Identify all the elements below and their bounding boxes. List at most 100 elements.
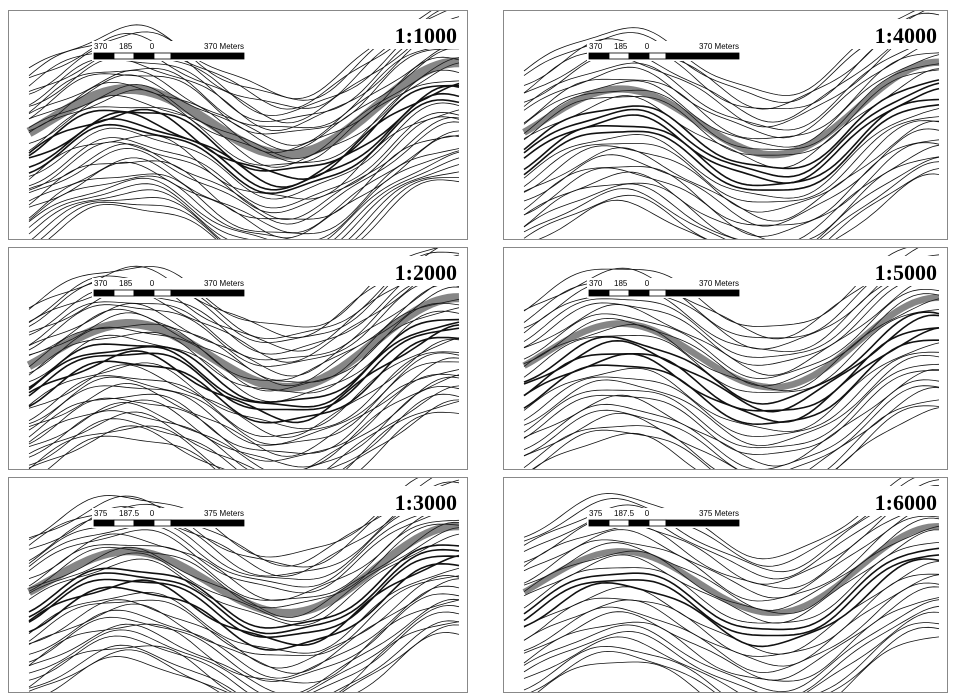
scalebar-segment bbox=[588, 519, 610, 527]
contour-line bbox=[523, 529, 940, 624]
contour-line bbox=[523, 558, 940, 648]
contour-line bbox=[523, 108, 940, 199]
contour-line bbox=[523, 515, 940, 602]
dense-contours bbox=[26, 57, 460, 160]
contour-line bbox=[523, 370, 939, 455]
contour-line bbox=[523, 311, 940, 405]
scalebar-label: 370 Meters bbox=[699, 279, 739, 288]
scale-bg bbox=[369, 256, 461, 286]
scalebar-segment bbox=[93, 289, 115, 297]
scalebar-segment bbox=[113, 52, 135, 60]
map-scale: 1:1000 bbox=[395, 23, 457, 48]
contour-line bbox=[28, 327, 460, 411]
scale-bg bbox=[849, 486, 941, 516]
contour-line bbox=[48, 179, 460, 239]
contour-line bbox=[523, 342, 940, 432]
map-panel: 370 185 0 370 Meters 1:1000 bbox=[8, 10, 468, 240]
contour-line bbox=[28, 548, 460, 635]
contour-line bbox=[523, 156, 940, 239]
contour-line bbox=[28, 84, 459, 172]
scalebar-label: 375 Meters bbox=[699, 509, 739, 518]
scalebar-segment bbox=[170, 289, 245, 297]
contour-line bbox=[28, 157, 460, 239]
contour-line bbox=[523, 144, 940, 239]
scalebar-segment bbox=[648, 519, 667, 527]
contour-line bbox=[28, 80, 460, 166]
contour-line bbox=[28, 361, 460, 446]
scalebar-segment bbox=[133, 289, 155, 297]
scalebar-segment bbox=[153, 519, 172, 527]
contour-line bbox=[28, 121, 460, 225]
contour-line bbox=[523, 622, 940, 692]
contour-line bbox=[28, 401, 460, 469]
contour-line bbox=[28, 385, 460, 469]
contour-line bbox=[28, 99, 460, 195]
contour-line bbox=[28, 620, 460, 692]
contour-line bbox=[28, 509, 460, 601]
map-panel: 375 187.5 0 375 Meters 1:6000 bbox=[503, 477, 948, 693]
contour-line bbox=[28, 42, 460, 129]
scalebar-segment bbox=[648, 289, 667, 297]
contour-line bbox=[523, 63, 940, 150]
contour-line bbox=[28, 112, 460, 209]
dense-contours bbox=[522, 58, 940, 159]
contour-line bbox=[28, 393, 460, 469]
scalebar-label: 370 Meters bbox=[699, 42, 739, 51]
map-scale: 1:3000 bbox=[395, 490, 457, 515]
contour-line bbox=[537, 636, 940, 692]
contour-map: 375 187.5 0 375 Meters 1:3000 bbox=[27, 478, 461, 692]
scalebar-segment bbox=[588, 52, 610, 60]
scalebar-label: 370 bbox=[589, 42, 603, 51]
scale-bg bbox=[849, 19, 941, 49]
contour-line bbox=[523, 79, 940, 170]
contours bbox=[27, 478, 460, 692]
contour-line bbox=[523, 98, 940, 187]
contour-line bbox=[523, 116, 940, 203]
contour-line bbox=[28, 373, 460, 462]
contour-line bbox=[523, 82, 940, 178]
contour-line bbox=[28, 624, 460, 692]
scalebar-segment bbox=[628, 519, 650, 527]
contour-line bbox=[530, 626, 940, 692]
contour-line bbox=[28, 148, 460, 235]
contour-line bbox=[531, 407, 940, 469]
contour-line bbox=[523, 104, 940, 191]
scalebar-segment bbox=[665, 289, 740, 297]
contour-line bbox=[28, 85, 460, 188]
contour-line bbox=[28, 555, 460, 638]
contour-line bbox=[28, 116, 460, 214]
contour-line bbox=[523, 339, 939, 426]
contour-line bbox=[28, 324, 460, 424]
scalebar-segment bbox=[608, 289, 630, 297]
contour-line bbox=[523, 139, 940, 226]
contour-line bbox=[523, 293, 940, 387]
scalebar-segment bbox=[93, 519, 115, 527]
contour-line bbox=[28, 321, 460, 408]
contour-line bbox=[28, 337, 460, 430]
contour-line bbox=[28, 109, 460, 200]
scalebar-segment bbox=[608, 52, 630, 60]
contour-line bbox=[28, 283, 460, 381]
contour-line bbox=[28, 164, 460, 239]
scalebar-segment bbox=[665, 519, 740, 527]
map-panel: 375 187.5 0 375 Meters 1:3000 bbox=[8, 477, 468, 693]
contour-line bbox=[28, 151, 460, 239]
contour-line bbox=[28, 32, 460, 132]
scalebar-segment bbox=[648, 52, 667, 60]
contour-line bbox=[523, 517, 940, 611]
contour-line bbox=[523, 168, 940, 239]
contour-line bbox=[523, 561, 940, 655]
map-panel: 370 185 0 370 Meters 1:4000 bbox=[503, 10, 948, 240]
scalebar-segment bbox=[170, 519, 245, 527]
scalebar-segment bbox=[133, 52, 155, 60]
dense-contours bbox=[522, 523, 940, 617]
contour-line bbox=[28, 69, 460, 168]
contour-line bbox=[28, 338, 460, 438]
dense-contours bbox=[522, 294, 940, 391]
scalebar-label: 375 bbox=[94, 509, 108, 518]
contour-line bbox=[28, 336, 460, 424]
scalebar-label: 370 bbox=[589, 279, 603, 288]
contour-line bbox=[28, 605, 460, 692]
contour-line bbox=[28, 578, 460, 674]
